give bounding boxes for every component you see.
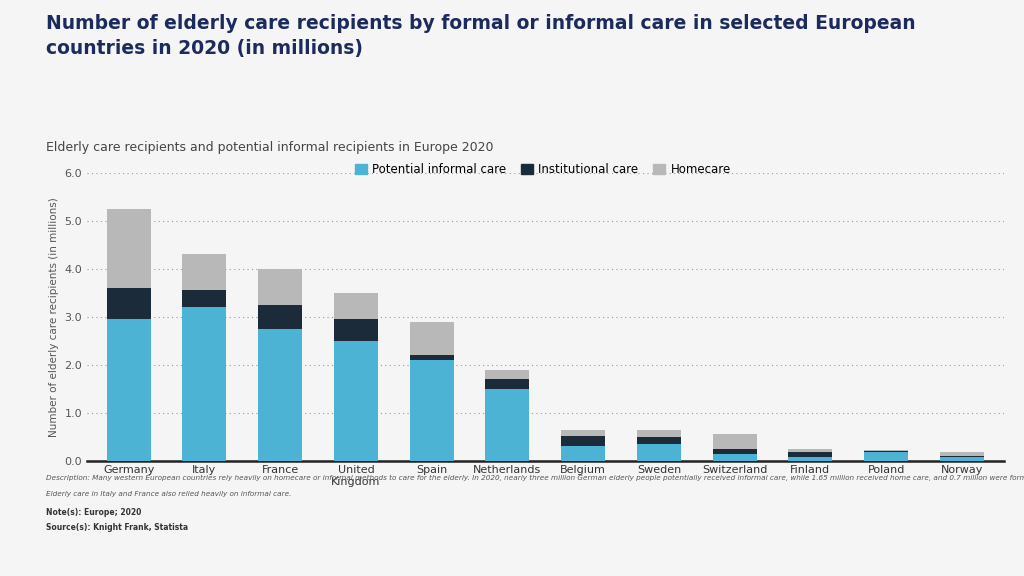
Bar (713, 454, 757, 461)
Bar (106, 288, 151, 319)
Bar (713, 449, 757, 454)
Text: Elderly care in Italy and France also relied heavily on informal care.: Elderly care in Italy and France also re… (46, 491, 292, 497)
Bar (713, 434, 757, 449)
Bar (864, 452, 908, 461)
Bar (258, 329, 302, 461)
Bar (258, 269, 302, 305)
Bar (864, 450, 908, 451)
Text: Source(s): Knight Frank, Statista: Source(s): Knight Frank, Statista (46, 523, 188, 532)
Bar (485, 370, 529, 379)
Bar (258, 305, 302, 329)
Bar (561, 446, 605, 461)
Bar (410, 321, 454, 355)
Bar (106, 209, 151, 288)
Legend: Potential informal care, Institutional care, Homecare: Potential informal care, Institutional c… (350, 158, 735, 181)
Bar (864, 451, 908, 452)
Bar (561, 430, 605, 436)
Text: Number of elderly care recipients by formal or informal care in selected Europea: Number of elderly care recipients by for… (46, 14, 915, 58)
Bar (637, 444, 681, 461)
Bar (410, 355, 454, 360)
Bar (182, 290, 226, 307)
Bar (637, 437, 681, 444)
Bar (940, 457, 984, 461)
Bar (182, 307, 226, 461)
Bar (788, 449, 833, 452)
Bar (788, 452, 833, 457)
Bar (106, 319, 151, 461)
Bar (940, 452, 984, 456)
Bar (485, 389, 529, 461)
Bar (485, 379, 529, 389)
Bar (788, 457, 833, 461)
Text: Description: Many western European countries rely heavily on homecare or informa: Description: Many western European count… (46, 475, 1024, 482)
Bar (334, 341, 378, 461)
Bar (637, 430, 681, 437)
Bar (940, 456, 984, 457)
Bar (410, 360, 454, 461)
Y-axis label: Number of elderly care recipients (in millions): Number of elderly care recipients (in mi… (49, 197, 58, 437)
Text: Note(s): Europe; 2020: Note(s): Europe; 2020 (46, 508, 141, 517)
Bar (561, 436, 605, 446)
Text: Elderly care recipients and potential informal recipients in Europe 2020: Elderly care recipients and potential in… (46, 141, 494, 154)
Bar (334, 319, 378, 341)
Bar (334, 293, 378, 319)
Bar (182, 255, 226, 290)
